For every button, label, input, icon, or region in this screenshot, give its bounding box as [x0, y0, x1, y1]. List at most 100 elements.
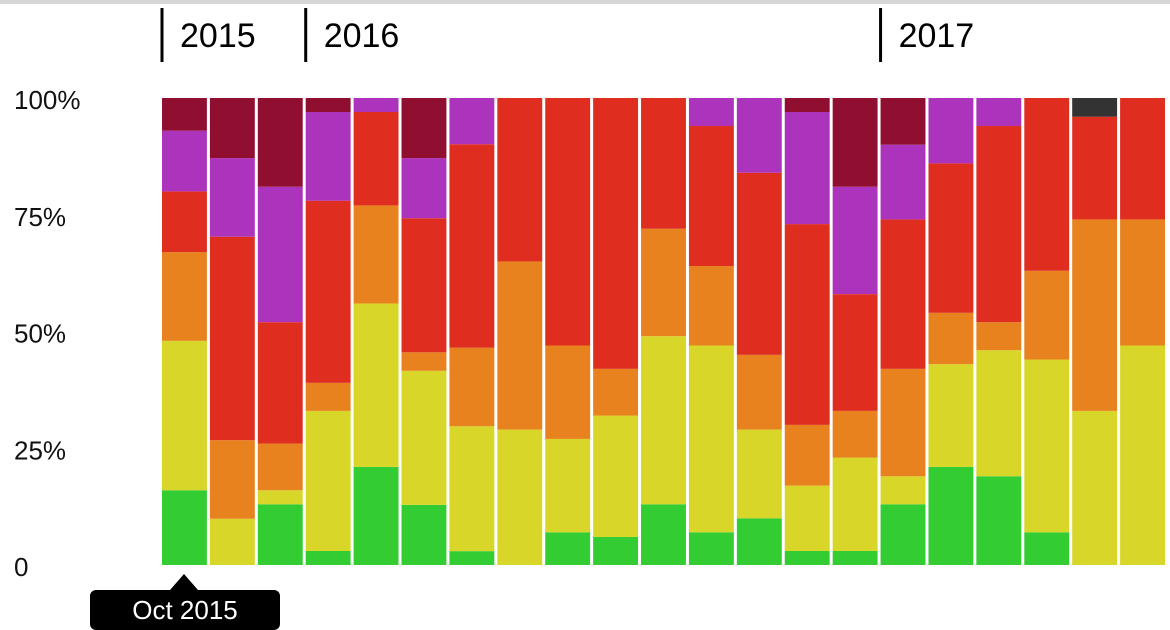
bar-segment	[880, 98, 926, 145]
bar-segment	[162, 191, 207, 253]
bar-segment	[162, 98, 207, 131]
tooltip-pointer	[170, 574, 198, 590]
bar-segment	[832, 98, 878, 187]
bar-column[interactable]	[976, 98, 1022, 565]
y-tick-label: 75%	[14, 202, 66, 232]
bar-segment	[209, 98, 255, 159]
bar-segment	[497, 98, 543, 262]
year-label: 2016	[324, 17, 400, 55]
bar-segment	[1072, 410, 1118, 565]
bar-segment	[784, 550, 830, 565]
bar-column[interactable]	[880, 98, 926, 565]
bar-segment	[401, 370, 447, 505]
bar-segment	[688, 345, 734, 533]
bar-segment	[641, 98, 686, 229]
bar-segment	[688, 266, 734, 346]
bar-segment	[162, 490, 207, 565]
bar-segment	[401, 158, 447, 219]
bar-segment	[880, 504, 926, 565]
bar-segment	[1120, 219, 1165, 346]
bar-column[interactable]	[1024, 98, 1070, 565]
bar-segment	[1120, 345, 1165, 565]
bar-segment	[976, 322, 1022, 351]
bar-segment	[880, 144, 926, 220]
bar-segment	[353, 112, 399, 206]
bar-segment	[257, 186, 303, 323]
bar-column[interactable]	[401, 98, 447, 565]
bar-segment	[593, 415, 639, 537]
bar-segment	[928, 98, 974, 164]
bar-segment	[305, 550, 351, 565]
bar-segment	[449, 551, 495, 565]
bar-column[interactable]	[688, 98, 734, 565]
bar-segment	[976, 350, 1022, 477]
bar-segment	[209, 236, 255, 441]
bar-segment	[736, 518, 782, 565]
bar-segment	[449, 98, 495, 145]
bar-segment	[1072, 116, 1118, 220]
bar-segment	[257, 443, 303, 491]
bar-column[interactable]	[736, 98, 782, 565]
bar-column[interactable]	[928, 98, 974, 565]
bar-column[interactable]	[449, 98, 495, 565]
bar-column[interactable]	[305, 98, 351, 565]
bar-segment	[593, 98, 639, 369]
bar-segment	[305, 382, 351, 411]
bar-segment	[353, 205, 399, 304]
bar-segment	[593, 368, 639, 416]
bar-segment	[545, 98, 591, 346]
bar-column[interactable]	[497, 98, 543, 565]
bar-column[interactable]	[209, 98, 255, 565]
bar-segment	[353, 303, 399, 467]
bar-segment	[688, 532, 734, 565]
bar-segment	[257, 322, 303, 444]
top-divider	[0, 0, 1170, 4]
bar-segment	[688, 98, 734, 127]
bar-segment	[162, 130, 207, 192]
bar-segment	[209, 440, 255, 519]
bar-column[interactable]	[257, 98, 303, 565]
bar-segment	[736, 429, 782, 519]
bar-column[interactable]	[784, 98, 830, 565]
bar-segment	[305, 410, 351, 551]
bar-segment	[832, 457, 878, 551]
year-label: 2017	[899, 17, 975, 55]
bar-column[interactable]	[162, 98, 207, 565]
bar-column[interactable]	[545, 98, 591, 565]
y-tick-label: 25%	[14, 435, 66, 465]
bar-segment	[162, 252, 207, 341]
bar-segment	[641, 504, 686, 565]
bar-segment	[928, 364, 974, 467]
bar-segment	[784, 224, 830, 425]
bar-segment	[976, 126, 1022, 323]
bar-segment	[736, 354, 782, 430]
bar-column[interactable]	[1072, 98, 1118, 565]
year-label: 2015	[180, 17, 256, 55]
bar-segment	[641, 228, 686, 337]
bar-column[interactable]	[641, 98, 686, 565]
y-tick-label: 100%	[14, 85, 81, 115]
date-tooltip: Oct 2015	[90, 590, 280, 630]
bar-column[interactable]	[832, 98, 878, 565]
bar-segment	[209, 158, 255, 237]
bar-segment	[880, 476, 926, 505]
bar-segment	[784, 485, 830, 551]
bar-column[interactable]	[353, 98, 399, 565]
bar-segment	[784, 98, 830, 113]
bar-segment	[1072, 98, 1118, 117]
bar-segment	[545, 532, 591, 565]
bar-segment	[497, 261, 543, 430]
bar-segment	[928, 466, 974, 565]
bar-segment	[162, 340, 207, 491]
bar-segment	[449, 144, 495, 348]
bar-column[interactable]	[593, 98, 639, 565]
bar-segment	[784, 424, 830, 486]
bar-segment	[1120, 98, 1165, 220]
y-tick-label: 50%	[14, 319, 66, 349]
bar-column[interactable]	[1120, 98, 1165, 565]
bar-segment	[209, 518, 255, 565]
bar-segment	[305, 98, 351, 113]
bar-segment	[353, 98, 399, 113]
bar-segment	[257, 490, 303, 505]
bar-segment	[545, 438, 591, 533]
